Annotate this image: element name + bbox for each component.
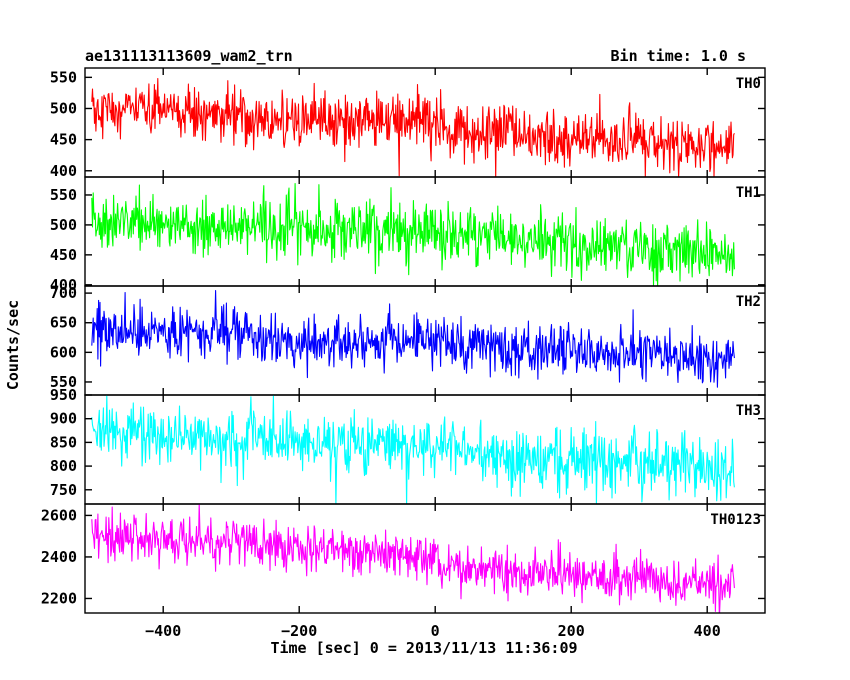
panel-frame-th2 — [84, 285, 766, 396]
y-tick-label-th3-900: 900 — [50, 410, 77, 428]
y-tick-label-th2-550: 550 — [50, 373, 77, 391]
y-tick-label-th0123-2400: 2400 — [41, 548, 77, 566]
panel-label-th3: TH3 — [736, 403, 761, 419]
series-line-th3 — [91, 395, 735, 504]
y-tick-label-th3-850: 850 — [50, 433, 77, 451]
y-tick-label-th1-550: 550 — [50, 186, 77, 204]
panel-label-th1: TH1 — [736, 185, 761, 201]
panel-frame-th0123 — [84, 503, 766, 614]
panel-th0123: 2200 2400 2600 TH0123 — [41, 503, 766, 614]
y-tick-label-th0-450: 450 — [50, 131, 77, 149]
y-tick-label-th0123-2600: 2600 — [41, 506, 77, 524]
series-line-th1 — [91, 182, 735, 286]
x-tick-label-200: 200 — [558, 622, 585, 640]
x-tick-label--200: −200 — [281, 622, 317, 640]
x-tick-label-0: 0 — [431, 622, 440, 640]
chart-title: ae131113113609_wam2_trn — [85, 47, 293, 65]
y-tick-label-th3-800: 800 — [50, 457, 77, 475]
series-line-th2 — [91, 290, 735, 388]
x-axis: −400 −200 0 200 400 — [145, 622, 721, 640]
y-tick-label-th1-450: 450 — [50, 246, 77, 264]
y-tick-label-th3-750: 750 — [50, 481, 77, 499]
panel-th0: 400 450 500 550 TH0 — [50, 67, 766, 180]
y-tick-label-th2-600: 600 — [50, 343, 77, 361]
panel-label-th2: TH2 — [736, 294, 761, 310]
series-line-th0123 — [91, 504, 735, 613]
x-axis-title: Time [sec] 0 = 2013/11/13 11:36:09 — [270, 639, 577, 657]
y-tick-label-th0-550: 550 — [50, 68, 77, 86]
y-tick-label-th0-500: 500 — [50, 99, 77, 117]
panel-label-th0: TH0 — [736, 76, 761, 92]
panel-th2: 550 600 650 700 TH2 — [50, 284, 766, 396]
x-tick-label-400: 400 — [694, 622, 721, 640]
panel-th3: 750 800 850 900 950 TH3 — [50, 386, 766, 505]
bin-time-label: Bin time: 1.0 s — [611, 47, 746, 65]
y-tick-label-th2-650: 650 — [50, 314, 77, 332]
y-tick-label-th2-700: 700 — [50, 284, 77, 302]
y-axis-title: Counts/sec — [4, 300, 22, 390]
panels-group: 400 450 500 550 TH0 400 450 500 550 TH1 550 600 650 7… — [41, 67, 766, 614]
series-line-th0 — [91, 77, 735, 177]
panel-label-th0123: TH0123 — [710, 512, 761, 528]
y-tick-label-th1-400: 400 — [50, 276, 77, 294]
y-tick-label-th1-500: 500 — [50, 216, 77, 234]
y-tick-label-th3-950: 950 — [50, 386, 77, 404]
y-tick-label-th0-400: 400 — [50, 162, 77, 180]
panel-th1: 400 450 500 550 TH1 — [50, 176, 766, 294]
y-tick-label-th0123-2200: 2200 — [41, 589, 77, 607]
x-tick-label--400: −400 — [145, 622, 181, 640]
